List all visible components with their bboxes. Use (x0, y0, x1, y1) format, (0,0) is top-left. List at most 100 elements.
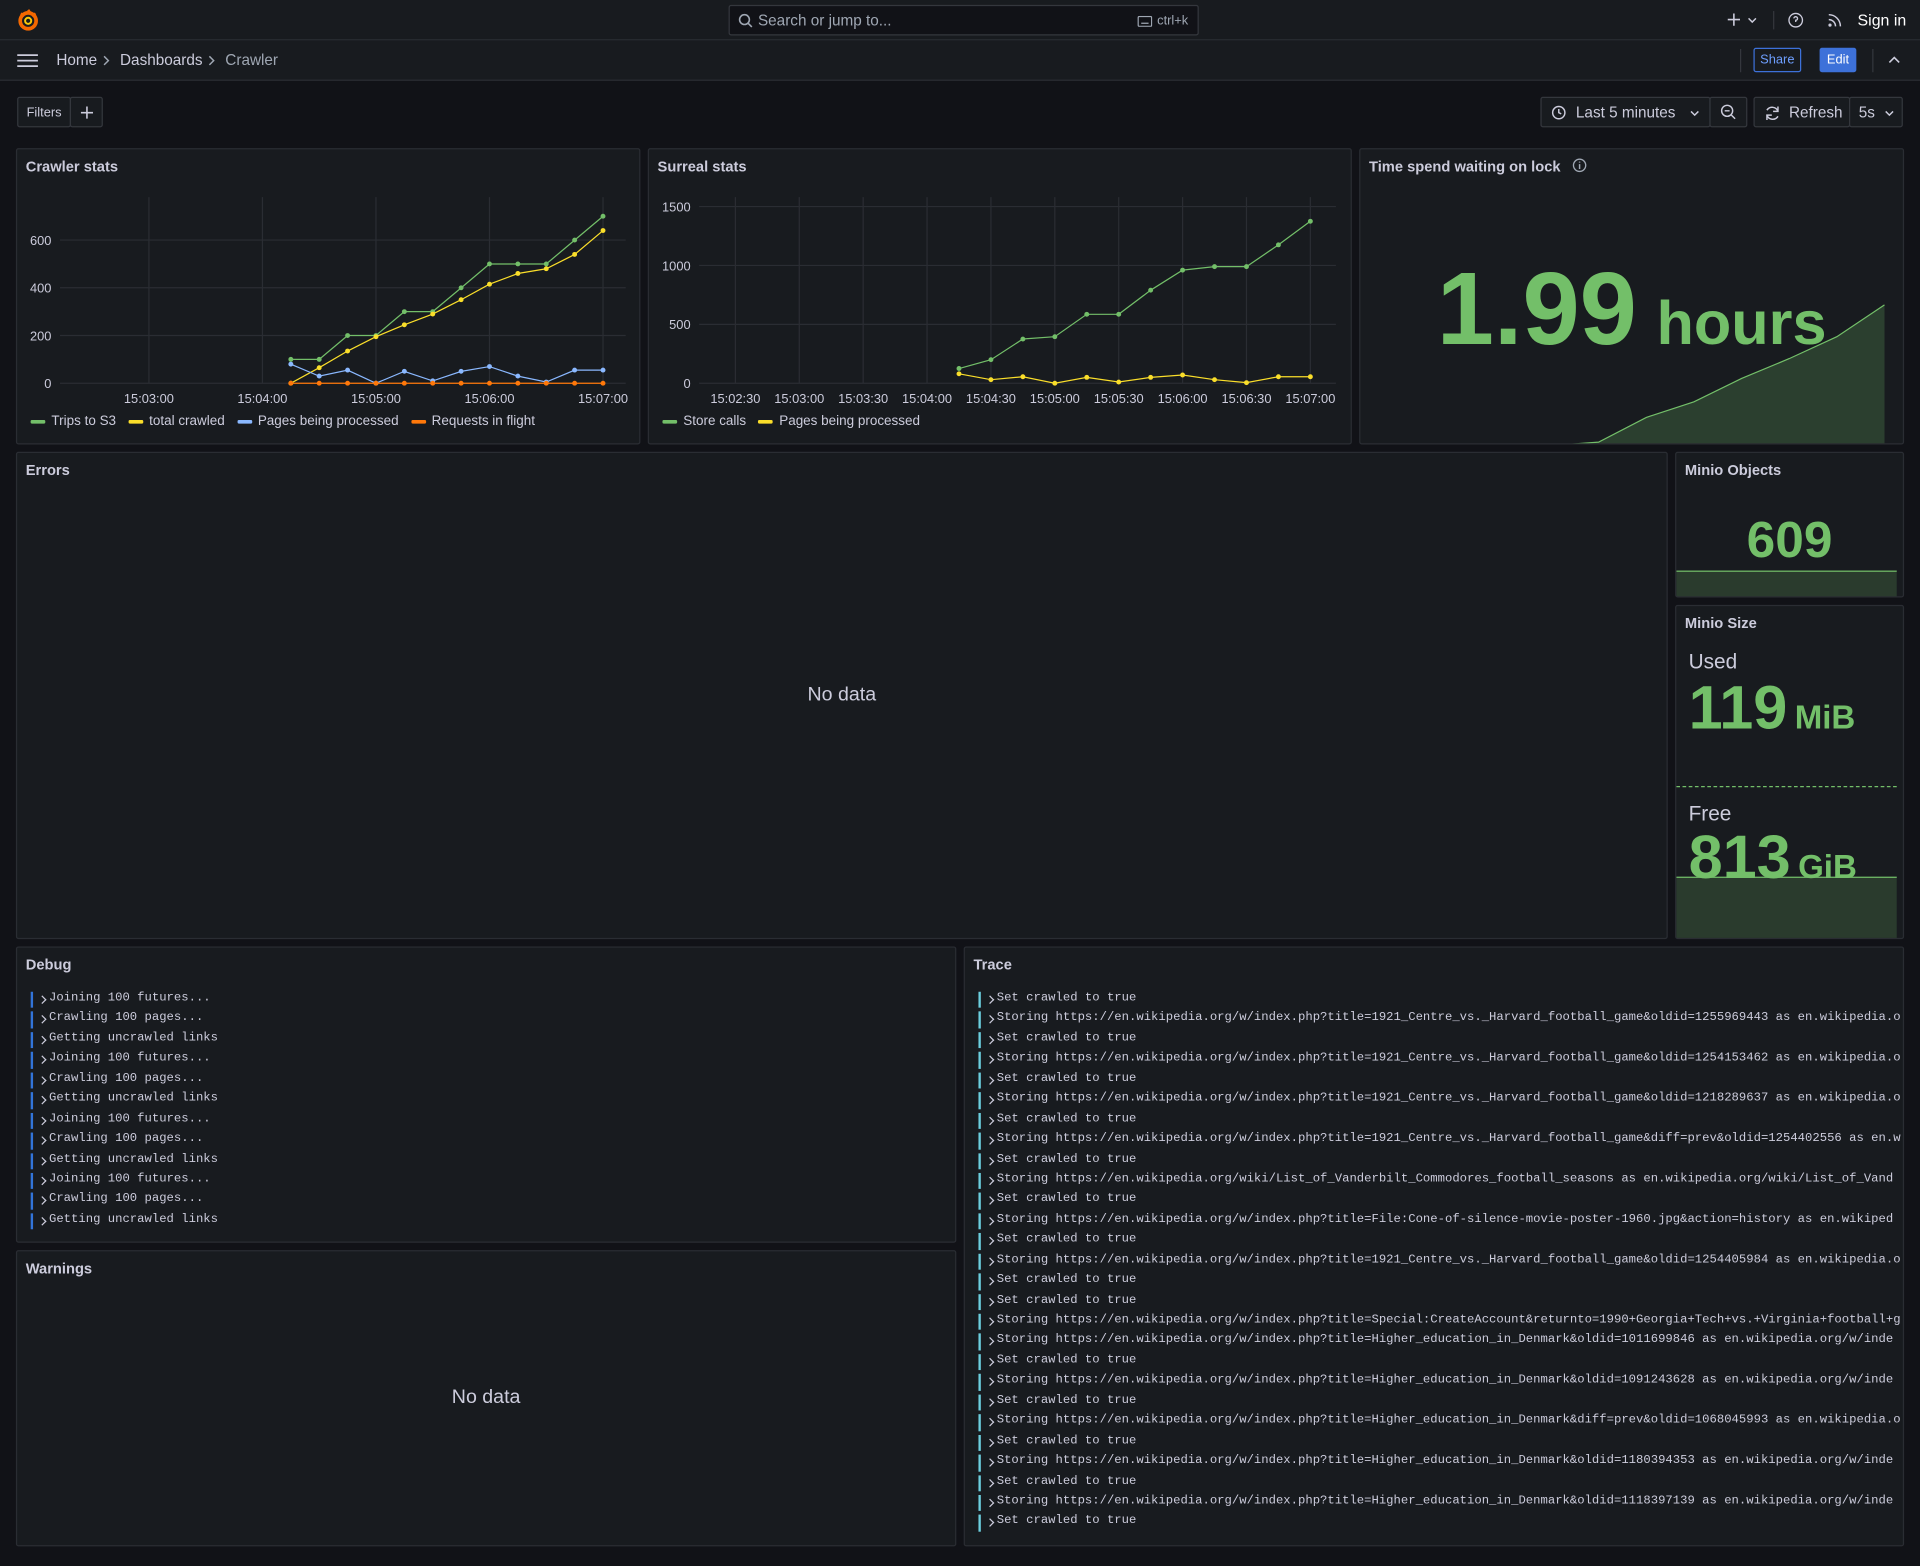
breadcrumb-current: Crawler (225, 51, 278, 68)
separator (1773, 11, 1774, 29)
refresh-button[interactable]: Refresh (1753, 97, 1850, 128)
log-line: Storing https://en.wikipedia.org/w/index… (978, 1311, 1902, 1331)
menu-toggle[interactable] (17, 54, 38, 67)
log-line: Storing https://en.wikipedia.org/w/index… (978, 1050, 1902, 1070)
edit-button[interactable]: Edit (1820, 48, 1857, 72)
log-line: Crawling 100 pages... (31, 1009, 955, 1029)
chart: 020040060015:03:0015:04:0015:05:0015:06:… (17, 149, 640, 444)
x-tick-label: 15:06:00 (1158, 391, 1208, 406)
data-point (374, 334, 379, 339)
data-point (988, 377, 993, 382)
stat-value: 813 GiB (1689, 822, 1857, 893)
legend-item[interactable]: Requests in flight (411, 414, 535, 429)
new-menu[interactable] (1727, 12, 1761, 27)
breadcrumb[interactable]: Dashboards (120, 51, 203, 68)
x-tick-label: 15:04:00 (237, 391, 287, 406)
news-icon[interactable] (1828, 13, 1841, 26)
log-line: Joining 100 futures... (31, 1170, 955, 1190)
data-point (402, 369, 407, 374)
stat-value: 1.99 hours (1360, 250, 1902, 369)
log-line: Getting uncrawled links (31, 1090, 955, 1110)
panel-title: Minio Objects (1685, 462, 1781, 479)
refresh-label: Refresh (1789, 104, 1843, 121)
data-point (1052, 381, 1057, 386)
add-filter-button[interactable] (70, 97, 103, 128)
log-line: Set crawled to true (978, 1472, 1902, 1492)
data-point (487, 381, 492, 386)
log-line: Joining 100 futures... (31, 1050, 955, 1070)
x-tick-label: 15:04:00 (902, 391, 952, 406)
zoom-out-icon (1720, 104, 1736, 120)
stat-unit: MiB (1795, 699, 1856, 737)
data-point (345, 349, 350, 354)
data-point (1148, 288, 1153, 293)
legend-item[interactable]: total crawled (128, 414, 224, 429)
share-button[interactable]: Share (1753, 48, 1801, 72)
legend-swatch (758, 419, 773, 423)
data-point (601, 214, 606, 219)
stat-unit: hours (1656, 288, 1826, 359)
search-box[interactable]: Search or jump to... ctrl+k (729, 5, 1199, 36)
minio-objects-panel: Minio Objects 609 (1675, 452, 1904, 598)
log-line: Set crawled to true (978, 989, 1902, 1009)
data-point (1116, 380, 1121, 385)
log-line: Storing https://en.wikipedia.org/w/index… (978, 1211, 1902, 1231)
data-point (572, 238, 577, 243)
stat-number: 609 (1747, 511, 1833, 570)
grafana-logo[interactable] (16, 7, 40, 31)
legend-item[interactable]: Trips to S3 (31, 414, 116, 429)
stat-number: 1.99 (1437, 250, 1637, 369)
log-line: Set crawled to true (978, 1432, 1902, 1452)
x-tick-label: 15:05:00 (1030, 391, 1080, 406)
sparkline-line (1676, 786, 1896, 787)
log-line: Set crawled to true (978, 1070, 1902, 1090)
data-point (1180, 373, 1185, 378)
data-point (317, 381, 322, 386)
log-line: Set crawled to true (978, 1291, 1902, 1311)
y-tick-label: 400 (30, 281, 51, 296)
search-placeholder: Search or jump to... (758, 12, 892, 29)
y-tick-label: 1000 (662, 258, 691, 273)
refresh-icon (1764, 105, 1780, 121)
legend-item[interactable]: Pages being processed (758, 414, 920, 429)
x-tick-label: 15:05:00 (351, 391, 401, 406)
legend-item[interactable]: Store calls (662, 414, 746, 429)
sparkline-area (1676, 571, 1896, 598)
refresh-interval-picker[interactable]: 5s (1849, 97, 1903, 128)
legend-swatch (128, 419, 143, 423)
help-icon[interactable] (1788, 12, 1804, 28)
minio-size-panel: Minio Size Used 119 MiB Free 813 GiB (1675, 605, 1904, 939)
data-point (1276, 374, 1281, 379)
zoom-out-button[interactable] (1709, 97, 1747, 128)
legend-label: Trips to S3 (51, 414, 116, 429)
data-point (1084, 312, 1089, 317)
legend-item[interactable]: Pages being processed (237, 414, 399, 429)
chevron-down (1884, 110, 1894, 117)
legend-swatch (237, 419, 252, 423)
breadcrumb-chevron (208, 55, 215, 66)
series-line (291, 231, 603, 384)
breadcrumb[interactable]: Home (56, 51, 97, 68)
data-point (957, 371, 962, 376)
y-tick-label: 200 (30, 328, 51, 343)
x-tick-label: 15:07:00 (1285, 391, 1335, 406)
panel-title: Trace (973, 956, 1011, 973)
data-point (572, 381, 577, 386)
y-tick-label: 1500 (662, 199, 691, 214)
data-point (1244, 264, 1249, 269)
data-point (1308, 219, 1313, 224)
collapse-button[interactable] (1888, 55, 1900, 64)
legend-label: Pages being processed (779, 414, 920, 429)
data-point (544, 381, 549, 386)
data-point (1148, 375, 1153, 380)
filters-button[interactable]: Filters (17, 97, 71, 128)
data-point (544, 266, 549, 271)
data-point (487, 261, 492, 266)
data-point (957, 366, 962, 371)
no-data: No data (17, 453, 1666, 938)
x-tick-label: 15:06:00 (464, 391, 514, 406)
sign-in[interactable]: Sign in (1858, 11, 1907, 29)
clock-icon (1551, 105, 1566, 120)
time-range-picker[interactable]: Last 5 minutes (1540, 97, 1710, 128)
